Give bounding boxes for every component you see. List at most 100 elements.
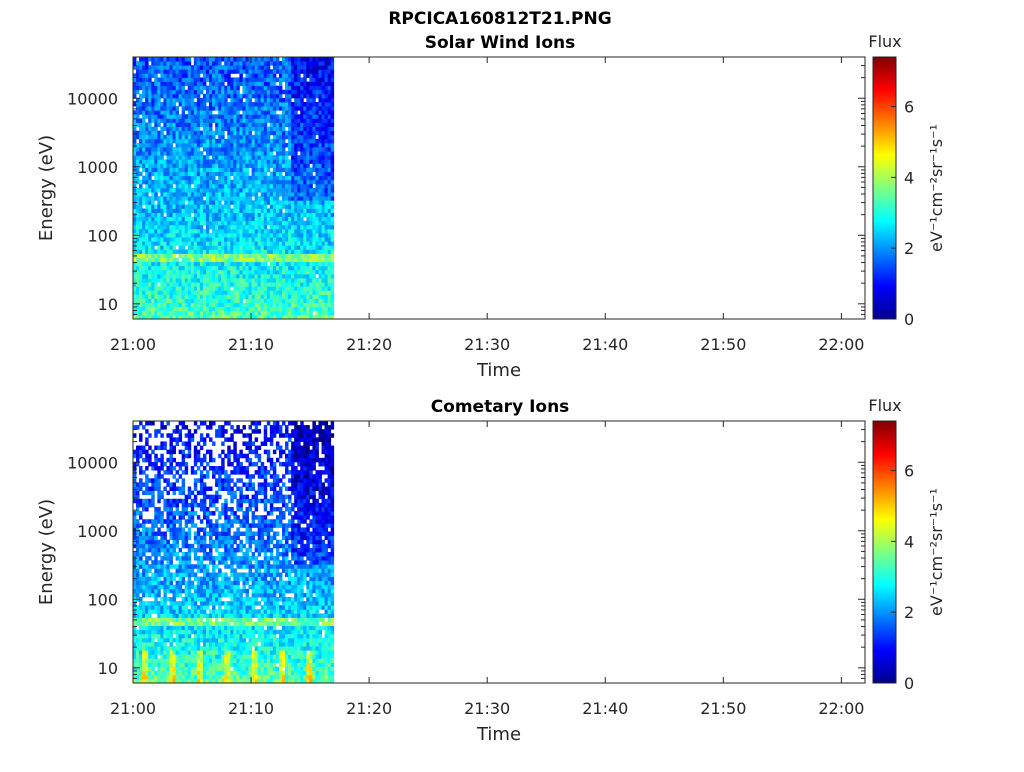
heatmap-cell [309,229,312,233]
heatmap-cell [148,307,151,311]
heatmap-cell [264,208,267,212]
heatmap-cell [163,200,166,204]
heatmap-cell [224,61,227,65]
heatmap-cell [185,90,188,94]
heatmap-cell [273,61,276,65]
heatmap-cell [191,266,194,270]
heatmap-cell [142,425,145,429]
heatmap-cell [249,155,252,159]
heatmap-cell [303,299,306,303]
heatmap-cell [249,143,252,147]
heatmap-cell [176,441,179,445]
heatmap-cell [179,274,182,278]
heatmap-cell [142,536,145,540]
heatmap-cell [297,303,300,307]
heatmap-cell [176,65,179,69]
heatmap-cell [200,123,203,127]
heatmap-cell [151,622,154,626]
heatmap-cell [215,290,218,294]
heatmap-cell [191,286,194,290]
heatmap-cell [136,217,139,221]
heatmap-cell [258,213,261,217]
heatmap-cell [206,200,209,204]
heatmap-cell [179,577,182,581]
heatmap-cell [176,294,179,298]
heatmap-cell [322,307,325,311]
heatmap-cell [319,77,322,81]
heatmap-cell [309,159,312,163]
heatmap-cell [203,311,206,315]
heatmap-cell [200,262,203,266]
heatmap-cell [282,200,285,204]
heatmap-cell [166,307,169,311]
heatmap-cell [267,135,270,139]
heatmap-cell [246,294,249,298]
heatmap-cell [306,86,309,90]
heatmap-cell [306,303,309,307]
heatmap-cell [267,303,270,307]
heatmap-cell [315,118,318,122]
heatmap-cell [142,303,145,307]
heatmap-cell [246,106,249,110]
heatmap-cell [322,135,325,139]
heatmap-cell [160,258,163,262]
heatmap-cell [218,172,221,176]
heatmap-cell [142,77,145,81]
heatmap-cell [312,270,315,274]
heatmap-cell [261,90,264,94]
heatmap-cell [264,200,267,204]
heatmap-cell [331,262,334,266]
heatmap-cell [182,114,185,118]
heatmap-cell [315,155,318,159]
heatmap-cell [306,262,309,266]
heatmap-cell [303,311,306,315]
heatmap-cell [206,204,209,208]
heatmap-cell [188,299,191,303]
heatmap-cell [176,618,179,622]
heatmap-cell [276,159,279,163]
heatmap-cell [160,515,163,519]
heatmap-cell [224,311,227,315]
heatmap-cell [291,90,294,94]
heatmap-cell [221,225,224,229]
heatmap-cell [233,61,236,65]
heatmap-cell [239,311,242,315]
heatmap-cell [285,307,288,311]
heatmap-cell [312,159,315,163]
heatmap-cell [273,204,276,208]
heatmap-cell [315,159,318,163]
heatmap-cell [236,163,239,167]
heatmap-cell [312,139,315,143]
heatmap-cell [252,237,255,241]
heatmap-cell [315,127,318,131]
heatmap-cell [291,258,294,262]
heatmap-cell [249,245,252,249]
heatmap-cell [185,127,188,131]
heatmap-cell [239,282,242,286]
heatmap-cell [139,552,142,556]
heatmap-cell [200,270,203,274]
heatmap-cell [252,69,255,73]
heatmap-cell [185,196,188,200]
heatmap-cell [160,675,163,679]
heatmap-cell [264,77,267,81]
heatmap-cell [309,188,312,192]
heatmap-cell [288,102,291,106]
heatmap-cell [176,663,179,667]
heatmap-cell [255,135,258,139]
heatmap-cell [261,229,264,233]
heatmap-cell [157,613,160,617]
heatmap-cell [264,204,267,208]
heatmap-cell [212,258,215,262]
heatmap-cell [227,294,230,298]
heatmap-cell [151,589,154,593]
heatmap-cell [145,478,148,482]
heatmap-cell [185,266,188,270]
heatmap-cell [173,663,176,667]
heatmap-cell [312,225,315,229]
heatmap-cell [139,618,142,622]
heatmap-cell [179,278,182,282]
heatmap-cell [288,180,291,184]
heatmap-cell [242,307,245,311]
heatmap-cell [258,196,261,200]
